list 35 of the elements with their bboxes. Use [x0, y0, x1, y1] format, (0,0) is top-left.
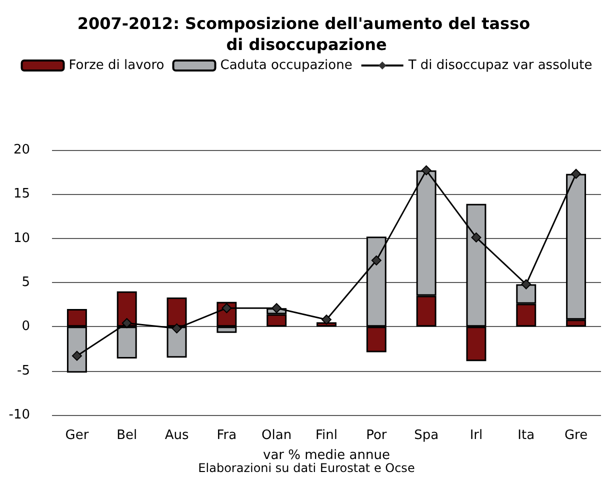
point	[322, 314, 332, 325]
y-tick-label: 10	[13, 230, 30, 246]
point	[122, 318, 132, 328]
y-tick-label: -5	[17, 363, 30, 378]
y-tick-label: 20	[13, 142, 30, 158]
x-tick-label: Olan	[262, 428, 292, 443]
point	[172, 323, 182, 334]
x-tick-label: Aus	[164, 428, 189, 443]
point	[571, 168, 582, 179]
x-tick-label: Por	[366, 428, 388, 443]
x-tick-label: Spa	[414, 428, 439, 443]
x-tick-label: Fra	[216, 428, 237, 443]
x-tick-label: Bel	[116, 428, 138, 443]
chart-title: 2007-2012: Scomposizione dell'aumento del tasso di disoccupazione	[77, 14, 536, 54]
point	[72, 350, 82, 361]
point	[222, 303, 232, 314]
x-tick-label: Gre	[564, 428, 588, 443]
point	[272, 303, 282, 314]
legend-label: T di disoccupaz var assolute	[407, 58, 592, 73]
x-axis-title: var % medie annue	[263, 448, 390, 463]
legend-label: Forze di lavoro	[68, 58, 164, 73]
point	[521, 279, 532, 290]
x-tick-label: Ita	[518, 428, 535, 443]
text: Elaborazioni su dati Eurostat e Ocse	[198, 461, 415, 475]
x-tick-label: Ger	[65, 428, 90, 443]
x-tick-label: Finl	[316, 428, 338, 443]
point	[421, 165, 432, 176]
x-tick-label: Irl	[470, 428, 483, 443]
point	[371, 255, 382, 266]
legend-label: Caduta occupazione	[220, 58, 352, 73]
y-tick-label: 15	[13, 186, 30, 202]
y-tick-label: 0	[22, 319, 30, 334]
point	[471, 232, 482, 242]
y-tick-label: 5	[22, 275, 30, 290]
y-tick-label: -10	[8, 408, 30, 422]
